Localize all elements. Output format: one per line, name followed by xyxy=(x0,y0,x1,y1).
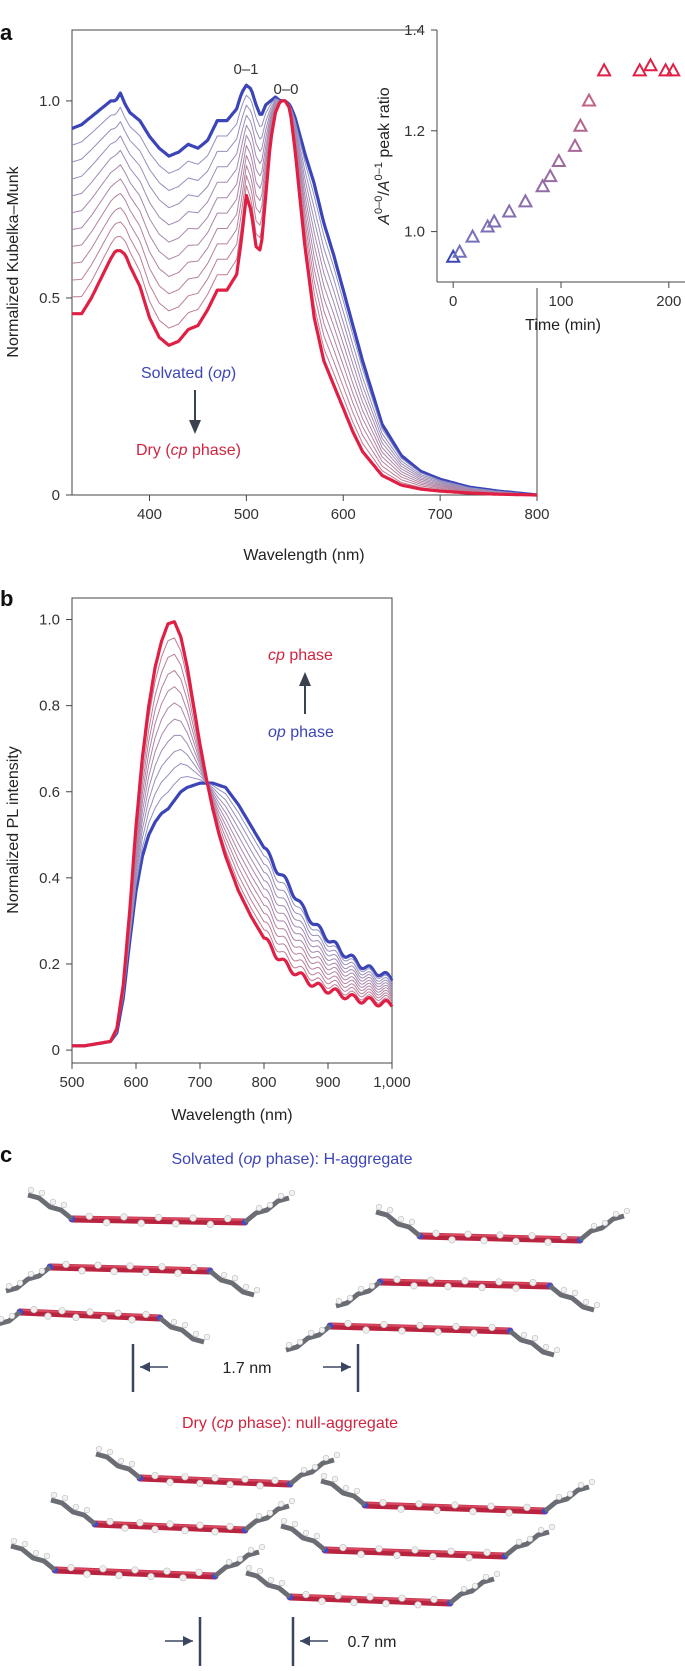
x-tick-label: 900 xyxy=(315,1074,340,1091)
molecule xyxy=(335,1275,601,1313)
molecule xyxy=(0,1305,211,1345)
inset-y-tick-label: 1.0 xyxy=(404,224,425,241)
legend-op-phase: op phase xyxy=(268,724,334,741)
series-intermediate-curve xyxy=(71,100,538,496)
series-intermediate-curve xyxy=(71,99,538,496)
series-intermediate-curve xyxy=(72,669,393,1047)
inset-data-point xyxy=(542,168,558,183)
series-end-curve xyxy=(71,620,394,1048)
inset-data-point xyxy=(517,193,534,208)
inset-data-point xyxy=(534,178,551,193)
peak-label-0-0: 0–0 xyxy=(273,81,298,98)
molecule xyxy=(280,1517,556,1562)
inset-data-point xyxy=(632,62,648,77)
y-tick-label: 0 xyxy=(52,487,60,504)
molecule xyxy=(285,1319,561,1358)
molecule xyxy=(95,1445,341,1490)
legend-dry: Dry (cp phase) xyxy=(136,442,241,459)
molecule-stack-cp-phase xyxy=(10,1445,596,1609)
panel-a-xlabel: Wavelength (nm) xyxy=(243,547,364,564)
panel-a-plot: 400 500 600 700 800 0 0.5 1.0 Wavelength (nm) N… xyxy=(5,0,685,564)
y-tick-label: 1.0 xyxy=(39,612,60,629)
spacing-marker-top: 1.7 nm xyxy=(131,1344,360,1392)
inset-data-point xyxy=(572,117,589,132)
molecule xyxy=(245,1564,501,1609)
inset-data-point xyxy=(501,203,517,218)
molecule xyxy=(50,1491,296,1536)
x-tick-label: 600 xyxy=(123,1074,148,1091)
legend-solvated: Solvated (op) xyxy=(141,365,236,382)
y-tick-label: 0.8 xyxy=(39,698,60,715)
panel-b-ylabel: Normalized PL intensity xyxy=(5,746,22,913)
inset-plot: 0 100 200 1.0 1.2 1.4 Time (min) A0–0/A0–1 pe… xyxy=(373,0,685,334)
x-tick-label: 500 xyxy=(59,1074,84,1091)
inset-data-point xyxy=(567,137,583,152)
molecule xyxy=(5,1260,261,1298)
inset-x-tick-label: 0 xyxy=(449,293,457,310)
legend-a-arrow-head xyxy=(189,420,201,434)
inset-data-point xyxy=(464,228,481,243)
panel-b-frame xyxy=(71,597,393,1064)
panel-b-letter: b xyxy=(0,586,13,611)
peak-label-0-1: 0–1 xyxy=(233,61,258,78)
series-intermediate-curve xyxy=(71,100,538,496)
x-tick-label: 500 xyxy=(234,506,259,523)
molecule xyxy=(27,1186,296,1228)
panel-c-bottom-caption: Dry (cp phase): null-aggregate xyxy=(182,1415,398,1432)
series-intermediate-curve xyxy=(71,100,538,496)
spacing-label-0-7nm: 0.7 nm xyxy=(348,1634,397,1651)
x-tick-label: 800 xyxy=(524,506,549,523)
inset-y-tick-label: 1.4 xyxy=(404,22,425,39)
series-intermediate-curve xyxy=(71,100,538,496)
x-tick-label: 400 xyxy=(137,506,162,523)
x-tick-label: 600 xyxy=(331,506,356,523)
series-end-curve xyxy=(72,99,537,497)
inset-xlabel: Time (min) xyxy=(525,317,601,334)
series-intermediate-curve xyxy=(71,94,538,496)
y-tick-label: 0.2 xyxy=(39,956,60,973)
panel-a-letter: a xyxy=(0,20,13,45)
y-tick-label: 0.4 xyxy=(39,870,60,887)
series-intermediate-curve xyxy=(71,100,538,496)
y-tick-label: 0 xyxy=(52,1042,60,1059)
x-tick-label: 1,000 xyxy=(373,1074,411,1091)
molecule-stack-op-phase xyxy=(0,1186,631,1358)
inset-y-tick-label: 1.2 xyxy=(404,123,425,140)
inset-data-point xyxy=(642,57,659,72)
x-tick-label: 800 xyxy=(251,1074,276,1091)
series-intermediate-curve xyxy=(72,637,393,1047)
series-intermediate-curve xyxy=(71,100,538,496)
panel-b-plot: 500 600 700 800 900 1,000 0 0.2 0.4 0.6 0.8 1.0 Wav… xyxy=(5,597,411,1124)
series-start-curve xyxy=(71,83,538,497)
inset-data-point xyxy=(451,243,468,258)
inset-data-point xyxy=(486,213,502,228)
inset-data-point xyxy=(657,62,674,77)
panel-a-ylabel: Normalized Kubelka–Munk xyxy=(5,165,22,357)
y-tick-label: 0.6 xyxy=(39,784,60,801)
watermark: 知乎 @朱老师讲VASP xyxy=(508,1631,676,1650)
molecule xyxy=(320,1472,596,1517)
panel-b-xlabel: Wavelength (nm) xyxy=(171,1107,292,1124)
inset-data-point xyxy=(596,62,612,77)
spacing-label-1-7nm: 1.7 nm xyxy=(223,1360,272,1377)
molecule xyxy=(375,1203,631,1246)
inset-data-point xyxy=(665,62,681,77)
inset-x-tick-label: 200 xyxy=(656,293,681,310)
y-tick-label: 0.5 xyxy=(39,290,60,307)
inset-ylabel: A0–0/A0–1 peak ratio xyxy=(373,87,393,225)
panel-c-letter: c xyxy=(0,1142,12,1167)
inset-data-point xyxy=(551,152,567,168)
x-tick-label: 700 xyxy=(428,506,453,523)
y-tick-label: 1.0 xyxy=(39,93,60,110)
molecule xyxy=(10,1537,266,1582)
spacing-marker-bottom: 0.7 nm xyxy=(165,1617,396,1666)
inset-x-tick-label: 100 xyxy=(548,293,573,310)
panel-c-top-caption: Solvated (op phase): H-aggregate xyxy=(171,1151,412,1168)
legend-cp-phase: cp phase xyxy=(268,647,333,664)
inset-data-point xyxy=(581,92,597,107)
x-tick-label: 700 xyxy=(187,1074,212,1091)
legend-b-arrow-head xyxy=(299,672,311,686)
